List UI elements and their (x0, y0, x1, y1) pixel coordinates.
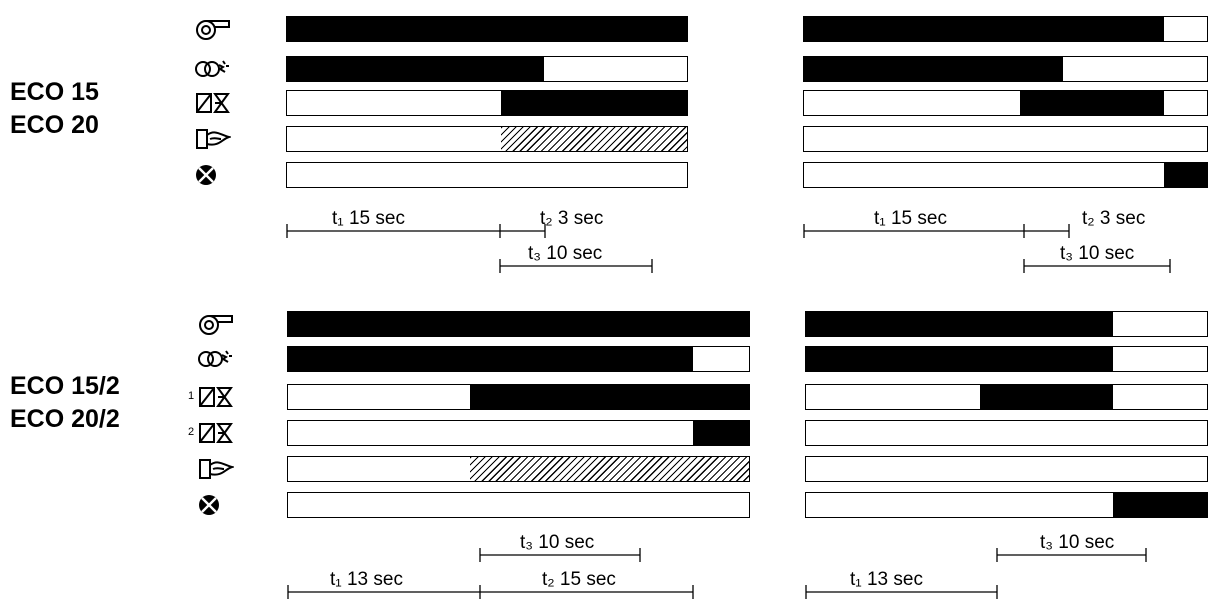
timing-bar (286, 126, 688, 152)
ignition-transformer-icon (195, 57, 231, 81)
flame-icon (198, 457, 236, 481)
label-t1-upper-right: t₁ 15 sec (874, 208, 947, 229)
active-segment (804, 57, 1064, 81)
timing-bar (286, 90, 688, 116)
active-segment (288, 347, 694, 371)
timing-bar (805, 311, 1208, 337)
timing-bar (805, 492, 1208, 518)
timing-bar (287, 456, 750, 482)
flame-icon (195, 127, 233, 151)
ignition-transformer-icon (198, 347, 234, 371)
label-t1-lower-left: t₁ 13 sec (330, 569, 403, 590)
label-t3-lower-left: t₃ 10 sec (520, 532, 594, 553)
label-t3-upper-right: t₃ 10 sec (1060, 243, 1134, 264)
label-t2-upper-right: t₂ 3 sec (1082, 208, 1145, 229)
active-segment (804, 17, 1164, 41)
timing-bar (286, 162, 688, 188)
timing-bar (287, 346, 750, 372)
valve-number: 2 (188, 426, 195, 438)
model-label-eco20-2: ECO 20/2 (10, 405, 120, 433)
active-segment (287, 57, 545, 81)
flame-segment (501, 127, 687, 151)
timing-bar (287, 311, 750, 337)
active-segment (501, 91, 687, 115)
timing-bar (803, 126, 1208, 152)
timing-bar (286, 56, 688, 82)
label-t2-upper-left: t₂ 3 sec (540, 208, 603, 229)
lockout-icon (198, 493, 234, 517)
active-segment (469, 385, 749, 409)
label-t1-upper-left: t₁ 15 sec (332, 208, 405, 229)
timing-bar (805, 456, 1208, 482)
flame-segment (469, 457, 749, 481)
active-segment (806, 312, 1114, 336)
model-labels-lower: ECO 15/2 ECO 20/2 (10, 370, 120, 436)
active-segment (288, 312, 749, 336)
lockout-icon (195, 163, 231, 187)
active-segment (693, 421, 749, 445)
model-label-eco15: ECO 15 (10, 78, 99, 106)
active-segment (1163, 163, 1207, 187)
label-t1-lower-right: t₁ 13 sec (850, 569, 923, 590)
timing-bar (287, 420, 750, 446)
model-label-eco20: ECO 20 (10, 111, 99, 139)
label-t3-lower-right: t₃ 10 sec (1040, 532, 1114, 553)
label-t2-lower-left: t₂ 15 sec (542, 569, 616, 590)
timing-bar (803, 16, 1208, 42)
fuel-valve-2-icon (198, 421, 234, 445)
valve-number: 1 (188, 390, 195, 402)
timing-bar (287, 492, 750, 518)
fuel-valve-icon (195, 91, 231, 115)
active-segment (806, 347, 1114, 371)
timing-bar (287, 384, 750, 410)
fan-icon (195, 17, 231, 41)
timing-bar (286, 16, 688, 42)
timing-bar (803, 90, 1208, 116)
fan-icon (198, 312, 234, 336)
timing-bar (803, 56, 1208, 82)
active-segment (287, 17, 687, 41)
active-segment (1019, 91, 1164, 115)
active-segment (979, 385, 1114, 409)
timing-bar (803, 162, 1208, 188)
timing-bar (805, 384, 1208, 410)
label-t3-upper-left: t₃ 10 sec (528, 243, 602, 264)
timing-bar (805, 420, 1208, 446)
model-labels-upper: ECO 15 ECO 20 (10, 76, 99, 142)
active-segment (1113, 493, 1207, 517)
model-label-eco15-2: ECO 15/2 (10, 372, 120, 400)
fuel-valve-1-icon (198, 385, 234, 409)
